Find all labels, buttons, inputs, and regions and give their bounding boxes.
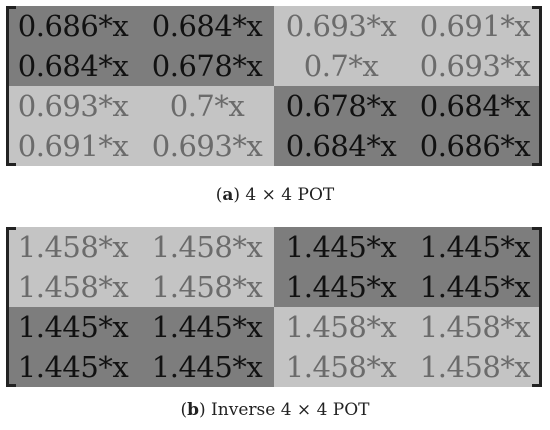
matrix-cell: 0.691*x: [408, 6, 542, 46]
matrix-cell: 1.445*x: [140, 347, 274, 387]
matrix-cell: 0.693*x: [408, 46, 542, 86]
matrix-cell: 0.686*x: [408, 126, 542, 166]
right-bracket: [532, 6, 542, 166]
matrix-cell: 1.445*x: [408, 267, 542, 307]
matrix-cell: 1.458*x: [274, 307, 408, 347]
matrix-cell: 0.684*x: [408, 86, 542, 126]
matrix-cell: 1.445*x: [6, 347, 140, 387]
matrix-cell: 0.693*x: [6, 86, 140, 126]
matrix-cell: 1.458*x: [408, 307, 542, 347]
matrix-cell: 0.684*x: [274, 126, 408, 166]
matrix-cell: 0.7*x: [140, 86, 274, 126]
caption-text: 4 × 4 POT: [240, 185, 335, 205]
matrix-cell: 0.678*x: [274, 86, 408, 126]
matrix-cell: 1.458*x: [140, 227, 274, 267]
matrix-cell: 1.458*x: [408, 347, 542, 387]
matrix-cell: 1.458*x: [6, 267, 140, 307]
matrix-cell: 0.678*x: [140, 46, 274, 86]
matrix-cell: 1.458*x: [274, 347, 408, 387]
matrix-cell: 1.445*x: [274, 227, 408, 267]
left-bracket: [6, 6, 16, 166]
matrix-cell: 1.458*x: [140, 267, 274, 307]
caption-letter: a: [222, 185, 234, 205]
caption-letter: b: [187, 400, 200, 420]
matrix-cell: 0.684*x: [140, 6, 274, 46]
inverse-pot-matrix: 1.458*x 1.458*x 1.445*x 1.445*x 1.458*x 1.458…: [6, 227, 542, 387]
matrix-cells: 1.458*x 1.458*x 1.445*x 1.445*x 1.458*x 1.458…: [6, 227, 542, 387]
matrix-cell: 0.693*x: [140, 126, 274, 166]
matrix-cell: 0.693*x: [274, 6, 408, 46]
matrix-cells: 0.686*x 0.684*x 0.693*x 0.691*x 0.684*x 0.678…: [6, 6, 542, 166]
matrix-cell: 1.445*x: [140, 307, 274, 347]
caption-text: Inverse 4 × 4 POT: [205, 400, 370, 420]
right-bracket: [532, 227, 542, 387]
matrix-cell: 1.445*x: [274, 267, 408, 307]
left-bracket: [6, 227, 16, 387]
matrix-cell: 1.445*x: [6, 307, 140, 347]
matrix-cell: 1.458*x: [6, 227, 140, 267]
matrix-cell: 0.7*x: [274, 46, 408, 86]
matrix-cell: 0.684*x: [6, 46, 140, 86]
pot-matrix: 0.686*x 0.684*x 0.693*x 0.691*x 0.684*x 0.678…: [6, 6, 542, 166]
matrix-cell: 0.691*x: [6, 126, 140, 166]
matrix-caption-b: (b) Inverse 4 × 4 POT: [180, 400, 370, 420]
matrix-cell: 0.686*x: [6, 6, 140, 46]
matrix-caption-a: (a) 4 × 4 POT: [215, 185, 335, 205]
matrix-cell: 1.445*x: [408, 227, 542, 267]
